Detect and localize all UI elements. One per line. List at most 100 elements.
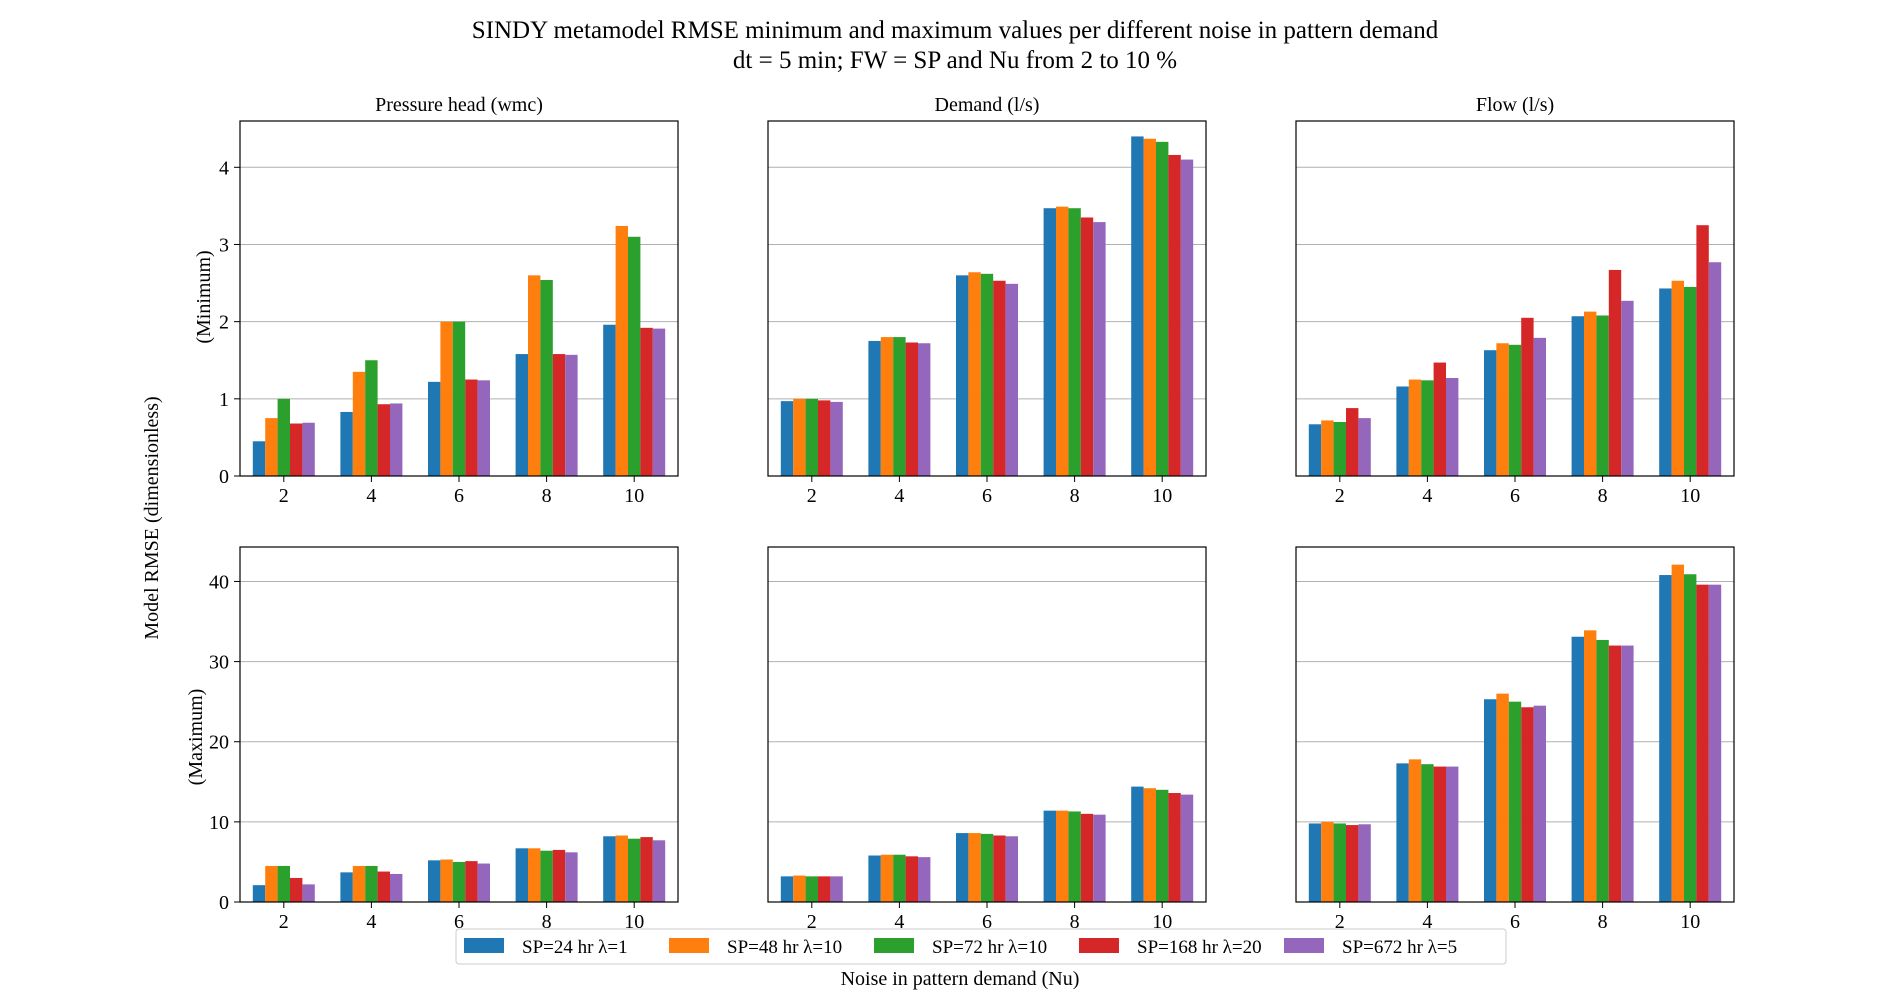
bar-sp-72-hr-10-nu-10	[1156, 789, 1169, 902]
x-tick-label: 2	[807, 911, 817, 933]
bar-sp-24-hr-1-nu-4	[868, 855, 881, 902]
bar-sp-168-hr-20-nu-2	[818, 876, 831, 902]
bar-sp-672-hr-5-nu-8	[1093, 814, 1106, 902]
legend-entry-sp-24-hr-1: SP=24 hr λ=1	[464, 937, 628, 958]
bar-sp-24-hr-1-nu-6	[428, 381, 441, 476]
bar-sp-672-hr-5-nu-4	[390, 873, 403, 902]
legend: SP=24 hr λ=1 SP=48 hr λ=10 SP=72 hr λ=10 SP…	[455, 928, 1507, 965]
panel-minimum-demand-l-s: 2 4 6 8 10 Demand (l/s)	[767, 94, 1207, 507]
bar-sp-72-hr-10-nu-8	[540, 850, 553, 902]
bar-sp-672-hr-5-nu-6	[1533, 337, 1546, 476]
bar-sp-72-hr-10-nu-2	[277, 865, 290, 902]
bar-sp-48-hr-10-nu-4	[352, 371, 366, 476]
x-tick-label: 8	[542, 911, 552, 933]
bar-sp-672-hr-5-nu-4	[918, 343, 931, 476]
bar-sp-672-hr-5-nu-2	[830, 876, 843, 902]
bar-sp-24-hr-1-nu-10	[1131, 786, 1144, 902]
bar-sp-24-hr-1-nu-10	[603, 324, 616, 476]
x-tick-label: 2	[807, 485, 817, 507]
x-tick-label: 4	[366, 911, 376, 933]
x-tick-label: 4	[1422, 911, 1432, 933]
bar-sp-72-hr-10-nu-10	[628, 236, 641, 476]
bar-sp-72-hr-10-nu-4	[365, 360, 378, 476]
bar-sp-48-hr-10-nu-2	[265, 865, 278, 902]
bar-sp-168-hr-20-nu-6	[1521, 707, 1534, 902]
bar-sp-72-hr-10-nu-10	[1684, 574, 1697, 902]
y-tick-label: 1	[219, 389, 229, 411]
figure-title-line2: dt = 5 min; FW = SP and Nu from 2 to 10 …	[733, 47, 1177, 74]
plot-frame	[1295, 120, 1735, 477]
bar-sp-48-hr-10-nu-10	[1143, 138, 1156, 476]
bar-sp-48-hr-10-nu-8	[528, 848, 541, 902]
bar-sp-48-hr-10-nu-8	[1056, 810, 1069, 902]
bar-sp-48-hr-10-nu-10	[1143, 788, 1156, 902]
bar-sp-72-hr-10-nu-8	[1596, 315, 1609, 476]
bar-sp-168-hr-20-nu-10	[1696, 584, 1709, 902]
bar-sp-24-hr-1-nu-8	[515, 354, 528, 476]
bar-sp-168-hr-20-nu-10	[1168, 793, 1181, 902]
plot-frame	[239, 546, 679, 903]
plot-frame	[767, 546, 1207, 903]
bar-sp-48-hr-10-nu-6	[440, 321, 453, 476]
bar-sp-24-hr-1-nu-8	[515, 848, 528, 902]
bar-sp-672-hr-5-nu-6	[1533, 705, 1546, 902]
y-tick-label: 10	[209, 812, 229, 834]
x-tick-label: 8	[542, 485, 552, 507]
bar-sp-672-hr-5-nu-10	[1708, 584, 1722, 902]
x-tick-label: 10	[1152, 485, 1172, 507]
bar-sp-672-hr-5-nu-4	[390, 403, 403, 476]
bar-sp-72-hr-10-nu-6	[980, 833, 994, 902]
bar-sp-672-hr-5-nu-6	[1005, 836, 1018, 902]
bar-sp-672-hr-5-nu-10	[652, 840, 666, 902]
bar-sp-24-hr-1-nu-6	[428, 860, 441, 902]
bar-sp-72-hr-10-nu-6	[1508, 701, 1522, 902]
plot-frame	[767, 120, 1207, 477]
bar-sp-72-hr-10-nu-8	[1068, 208, 1081, 476]
bar-sp-168-hr-20-nu-6	[465, 379, 478, 476]
bar-sp-24-hr-1-nu-8	[1043, 810, 1056, 902]
bar-sp-672-hr-5-nu-6	[477, 863, 490, 902]
legend-swatch	[1079, 938, 1119, 953]
bar-sp-24-hr-1-nu-4	[340, 872, 353, 902]
bar-sp-672-hr-5-nu-10	[1180, 159, 1194, 476]
bar-sp-24-hr-1-nu-10	[1659, 575, 1672, 902]
bar-sp-24-hr-1-nu-4	[1396, 386, 1409, 476]
bar-sp-672-hr-5-nu-6	[1005, 283, 1018, 476]
bar-sp-72-hr-10-nu-8	[1596, 639, 1609, 902]
bar-sp-24-hr-1-nu-2	[780, 876, 794, 902]
bar-sp-48-hr-10-nu-6	[968, 272, 981, 476]
bar-sp-48-hr-10-nu-4	[880, 854, 894, 902]
bar-sp-72-hr-10-nu-4	[893, 854, 906, 902]
x-tick-label: 10	[624, 911, 644, 933]
panel-maximum-pressure-head-wmc: 0 10 20 30 40 2 4 6 8 10	[209, 546, 679, 933]
bar-sp-24-hr-1-nu-4	[340, 411, 353, 476]
bar-sp-48-hr-10-nu-4	[880, 337, 894, 476]
bar-sp-168-hr-20-nu-10	[640, 837, 653, 902]
legend-label: SP=672 hr λ=5	[1342, 937, 1457, 958]
bar-sp-72-hr-10-nu-10	[1684, 286, 1697, 476]
bar-sp-48-hr-10-nu-8	[1056, 206, 1069, 477]
bar-sp-48-hr-10-nu-4	[352, 865, 366, 902]
x-tick-label: 2	[1335, 911, 1345, 933]
bar-sp-168-hr-20-nu-10	[1696, 225, 1709, 476]
bar-sp-24-hr-1-nu-8	[1571, 316, 1584, 476]
x-tick-label: 8	[1598, 911, 1608, 933]
bar-sp-72-hr-10-nu-4	[365, 865, 378, 902]
x-tick-label: 10	[1680, 485, 1700, 507]
legend-label: SP=72 hr λ=10	[932, 937, 1047, 958]
panel-maximum-demand-l-s: 2 4 6 8 10	[767, 546, 1207, 933]
x-tick-label: 6	[982, 485, 992, 507]
bar-sp-48-hr-10-nu-10	[1671, 564, 1684, 902]
bar-sp-672-hr-5-nu-10	[1180, 794, 1194, 902]
panel-title: Flow (l/s)	[1476, 94, 1554, 116]
bar-sp-672-hr-5-nu-2	[1358, 418, 1371, 476]
bar-sp-168-hr-20-nu-4	[905, 856, 918, 902]
y-tick-label: 30	[209, 652, 229, 674]
bar-sp-672-hr-5-nu-4	[1446, 766, 1459, 902]
bar-sp-24-hr-1-nu-8	[1043, 208, 1056, 476]
x-tick-label: 6	[454, 485, 464, 507]
bar-sp-672-hr-5-nu-8	[565, 354, 578, 476]
bar-sp-168-hr-20-nu-8	[1080, 813, 1094, 902]
bar-sp-672-hr-5-nu-8	[1621, 645, 1634, 902]
x-tick-label: 6	[1510, 485, 1520, 507]
